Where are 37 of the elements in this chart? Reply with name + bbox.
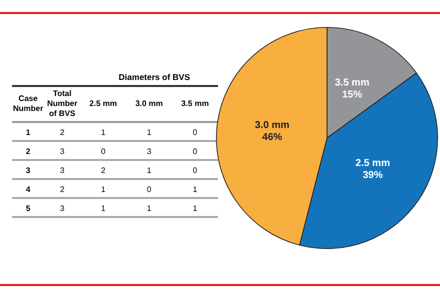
- data-label: 2: [58, 184, 66, 196]
- data-label: 1: [146, 203, 152, 215]
- y-tick-label: 4: [24, 184, 32, 196]
- data-label: 2: [58, 127, 66, 139]
- data-label: 3: [58, 146, 66, 158]
- data-label: 39%: [362, 170, 383, 181]
- data-label: 1: [100, 127, 106, 139]
- y-tick-label: 2: [24, 146, 32, 158]
- chart-title: Diameters of BVS: [118, 72, 191, 82]
- x-tick-label: 3.0 mm: [126, 86, 172, 122]
- data-label: 1: [100, 184, 106, 196]
- y-tick-label: 1: [24, 127, 32, 139]
- data-label: 1: [192, 184, 198, 196]
- data-label: 15%: [342, 89, 362, 100]
- y-tick-label: 5: [24, 203, 32, 215]
- x-tick-label: 2.5 mm: [80, 86, 126, 122]
- data-label: 1: [192, 203, 198, 215]
- data-label: 46%: [262, 132, 282, 143]
- x-tick-label: 3.5 mm: [172, 86, 218, 122]
- y-axis-title: Case Number: [12, 86, 44, 122]
- data-label: 3: [146, 146, 152, 158]
- y-tick-label: 3: [24, 165, 32, 177]
- slice-label: 2.5 mm: [356, 158, 390, 169]
- slice-label: 3.5 mm: [334, 77, 370, 88]
- x-tick-label: Total Number of BVS: [44, 86, 80, 122]
- data-label: 1: [146, 127, 152, 139]
- data-label: 1: [100, 203, 106, 215]
- data-label: 1: [146, 165, 152, 177]
- data-label: 3: [58, 165, 66, 177]
- data-label: 0: [192, 127, 198, 139]
- data-label: 2: [100, 165, 106, 177]
- data-label: 3: [58, 203, 66, 215]
- data-label: 0: [146, 184, 152, 196]
- data-label: 0: [100, 146, 106, 158]
- data-label: 0: [192, 165, 198, 177]
- data-label: 0: [192, 146, 198, 158]
- slice-label: 3.0 mm: [254, 120, 290, 131]
